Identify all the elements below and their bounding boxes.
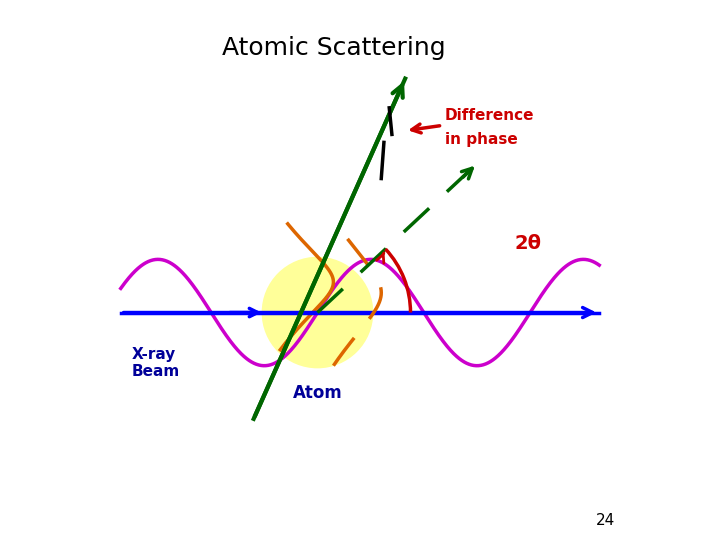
Text: 2θ: 2θ <box>514 234 541 253</box>
Circle shape <box>261 256 373 368</box>
Text: Atomic Scattering: Atomic Scattering <box>222 36 445 60</box>
Text: Difference: Difference <box>445 109 534 123</box>
Text: 24: 24 <box>596 513 615 528</box>
Text: in phase: in phase <box>445 132 518 147</box>
Text: Atom: Atom <box>292 384 342 402</box>
Text: X-ray
Beam: X-ray Beam <box>131 347 179 380</box>
